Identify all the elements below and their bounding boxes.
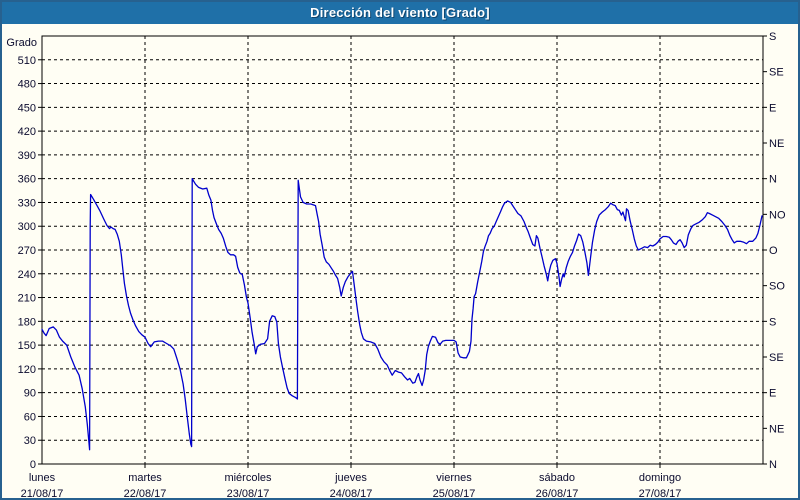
wind-direction-line — [41, 178, 763, 451]
y-axis-tick-label: 120 — [18, 364, 36, 376]
y-axis-tick-label: 150 — [18, 340, 36, 352]
x-axis-date-label: 23/08/17 — [227, 488, 270, 498]
chart-title-bar: Dirección del viento [Grado] — [2, 2, 798, 24]
chart-area: Grado 0 30 60 90 120 150 180 210 240 270 300 330 360 3… — [2, 24, 798, 498]
chart-title: Dirección del viento [Grado] — [310, 5, 490, 20]
y-axis-tick-label: 450 — [18, 102, 36, 114]
y-axis-tick-label: 270 — [18, 245, 36, 257]
y-axis-title: Grado — [6, 37, 37, 49]
compass-tick-label: SE — [769, 67, 784, 79]
x-axis-day-label: martes — [128, 472, 162, 484]
compass-tick-label: NE — [769, 423, 784, 435]
y-axis-tick-label: 30 — [24, 435, 36, 447]
compass-tick-label: O — [769, 245, 778, 257]
y-axis-tick-label: 240 — [18, 269, 36, 281]
compass-tick-label: SE — [769, 352, 784, 364]
y-axis-tick-label: 60 — [24, 411, 36, 423]
y-axis-tick-label: 90 — [24, 388, 36, 400]
x-axis-day-label: domingo — [639, 472, 681, 484]
x-axis-date-label: 22/08/17 — [124, 488, 167, 498]
x-axis-date-label: 24/08/17 — [330, 488, 373, 498]
compass-tick-label: S — [769, 316, 776, 328]
x-axis-day-label: jueves — [334, 472, 367, 484]
x-axis-day-label: miércoles — [224, 472, 272, 484]
y-axis-tick-label: 480 — [18, 79, 36, 91]
compass-tick-label: S — [769, 31, 776, 43]
wind-direction-line-chart: Grado 0 30 60 90 120 150 180 210 240 270 300 330 360 3… — [6, 31, 786, 498]
compass-tick-label: E — [769, 388, 776, 400]
y-axis-tick-label: 180 — [18, 316, 36, 328]
y-axis-tick-label: 390 — [18, 150, 36, 162]
x-axis-day-label: lunes — [29, 472, 56, 484]
y-axis-tick-label: 300 — [18, 221, 36, 233]
x-axis-date-label: 26/08/17 — [536, 488, 579, 498]
x-axis-day-label: sábado — [539, 472, 575, 484]
x-axis-day-label: viernes — [436, 472, 472, 484]
y-axis-tick-label: 0 — [30, 459, 36, 471]
y-axis-tick-label: 510 — [18, 55, 36, 67]
x-axis-date-label: 21/08/17 — [21, 488, 64, 498]
compass-tick-label: N — [769, 174, 777, 186]
x-axis-date-label: 27/08/17 — [639, 488, 682, 498]
compass-tick-label: N — [769, 459, 777, 471]
compass-tick-label: NO — [769, 209, 786, 221]
y-axis-tick-label: 420 — [18, 126, 36, 138]
compass-tick-label: NE — [769, 138, 784, 150]
x-axis-date-label: 25/08/17 — [433, 488, 476, 498]
compass-tick-label: SO — [769, 281, 785, 293]
y-axis-tick-label: 360 — [18, 174, 36, 186]
y-axis-tick-label: 330 — [18, 197, 36, 209]
compass-tick-label: E — [769, 102, 776, 114]
y-axis-tick-label: 210 — [18, 293, 36, 305]
